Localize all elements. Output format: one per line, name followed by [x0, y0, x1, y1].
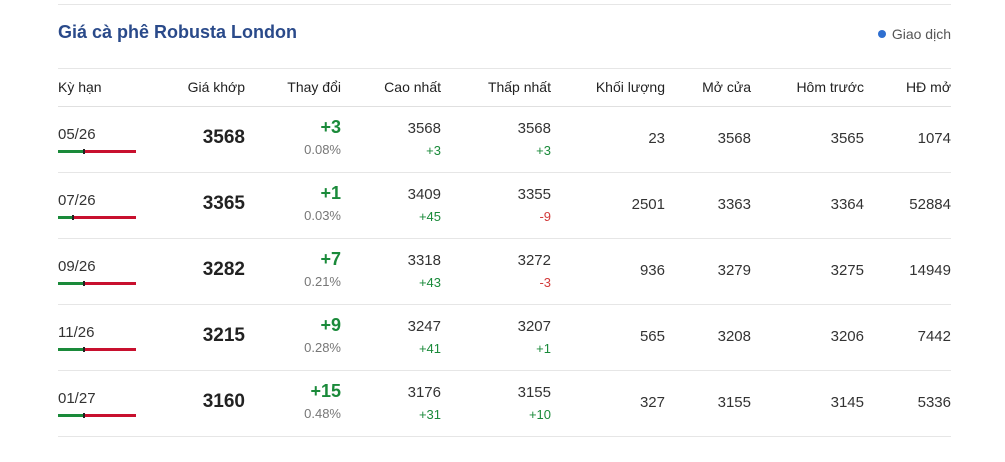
- high-diff-cell: +41: [418, 341, 441, 356]
- open-cell: 3363: [717, 196, 751, 213]
- high-cell: 3318: [407, 252, 441, 269]
- range-bar: [58, 347, 136, 352]
- range-bar-fill: [58, 216, 73, 219]
- price-cell: 3365: [202, 193, 245, 214]
- top-divider: [58, 4, 951, 5]
- prev-close-cell: 3275: [830, 262, 864, 279]
- col-term[interactable]: Kỳ hạn: [58, 79, 102, 95]
- legend[interactable]: Giao dịch: [877, 26, 951, 42]
- high-cell: 3568: [407, 120, 441, 137]
- change-pct-cell: 0.48%: [304, 406, 341, 421]
- high-diff-cell: +43: [418, 275, 441, 290]
- range-bar-fill: [58, 282, 84, 285]
- low-diff-cell: -3: [539, 275, 551, 290]
- open-cell: 3568: [717, 130, 751, 147]
- volume-cell: 936: [639, 262, 665, 279]
- table-row[interactable]: 11/26 3215 +9 0.28% 3247 +41 3207 +1 565…: [58, 305, 951, 371]
- legend-label: Giao dịch: [891, 26, 951, 42]
- term-cell[interactable]: 11/26: [58, 324, 95, 341]
- header-divider: [58, 68, 951, 69]
- range-bar-marker: [82, 413, 85, 418]
- low-diff-cell: +10: [528, 407, 551, 422]
- range-bar-marker: [82, 347, 85, 352]
- price-cell: 3568: [202, 127, 245, 148]
- high-diff-cell: +31: [418, 407, 441, 422]
- table-row[interactable]: 07/26 3365 +1 0.03% 3409 +45 3355 -9 250…: [58, 173, 951, 239]
- low-cell: 3568: [517, 120, 551, 137]
- prev-close-cell: 3206: [830, 328, 864, 345]
- range-bar: [58, 215, 136, 220]
- table-row[interactable]: 05/26 3568 +3 0.08% 3568 +3 3568 +3 23 3…: [58, 107, 951, 173]
- range-bar-fill: [58, 414, 84, 417]
- range-bar-fill: [58, 348, 84, 351]
- prev-close-cell: 3364: [830, 196, 864, 213]
- change-pct-cell: 0.03%: [304, 208, 341, 223]
- term-cell[interactable]: 07/26: [58, 192, 96, 209]
- price-cell: 3282: [202, 259, 245, 280]
- range-bar-marker: [82, 149, 85, 154]
- table-row[interactable]: 09/26 3282 +7 0.21% 3318 +43 3272 -3 936…: [58, 239, 951, 305]
- range-bar: [58, 281, 136, 286]
- low-cell: 3355: [517, 186, 551, 203]
- high-diff-cell: +45: [418, 209, 441, 224]
- open-interest-cell: 1074: [917, 130, 951, 147]
- volume-cell: 2501: [631, 196, 665, 213]
- change-pct-cell: 0.28%: [304, 340, 341, 355]
- widget-header: Giá cà phê Robusta London Giao dịch: [58, 22, 951, 48]
- volume-cell: 327: [639, 394, 665, 411]
- col-price[interactable]: Giá khớp: [187, 79, 245, 95]
- prev-close-cell: 3565: [830, 130, 864, 147]
- range-bar-marker: [82, 281, 85, 286]
- range-bar: [58, 149, 136, 154]
- col-open-interest[interactable]: HĐ mở: [906, 79, 951, 95]
- term-cell[interactable]: 01/27: [58, 390, 96, 407]
- range-bar: [58, 413, 136, 418]
- open-cell: 3155: [717, 394, 751, 411]
- change-pct-cell: 0.21%: [304, 274, 341, 289]
- low-cell: 3272: [517, 252, 551, 269]
- col-low[interactable]: Thấp nhất: [487, 79, 551, 95]
- volume-cell: 23: [648, 130, 665, 147]
- low-diff-cell: +3: [536, 143, 551, 158]
- change-cell: +3: [320, 117, 341, 137]
- col-high[interactable]: Cao nhất: [384, 79, 441, 95]
- range-bar-marker: [71, 215, 74, 220]
- low-cell: 3207: [517, 318, 551, 335]
- col-change[interactable]: Thay đổi: [287, 79, 341, 95]
- dot-icon: [877, 30, 886, 38]
- volume-cell: 565: [639, 328, 665, 345]
- range-bar-fill: [58, 150, 84, 153]
- change-cell: +15: [310, 381, 341, 401]
- change-cell: +7: [320, 249, 341, 269]
- price-cell: 3215: [202, 325, 245, 346]
- low-cell: 3155: [517, 384, 551, 401]
- open-cell: 3279: [717, 262, 751, 279]
- prev-close-cell: 3145: [830, 394, 864, 411]
- high-cell: 3176: [407, 384, 441, 401]
- low-diff-cell: -9: [539, 209, 551, 224]
- open-interest-cell: 52884: [909, 196, 951, 213]
- widget-title: Giá cà phê Robusta London: [58, 22, 298, 42]
- col-prev[interactable]: Hôm trước: [796, 79, 864, 95]
- col-volume[interactable]: Khối lượng: [595, 79, 665, 95]
- open-cell: 3208: [717, 328, 751, 345]
- table-row[interactable]: 01/27 3160 +15 0.48% 3176 +31 3155 +10 3…: [58, 371, 951, 437]
- open-interest-cell: 7442: [917, 328, 951, 345]
- high-diff-cell: +3: [426, 143, 441, 158]
- change-cell: +1: [320, 183, 341, 203]
- high-cell: 3409: [407, 186, 441, 203]
- term-cell[interactable]: 09/26: [58, 258, 96, 275]
- low-diff-cell: +1: [536, 341, 551, 356]
- high-cell: 3247: [407, 318, 441, 335]
- open-interest-cell: 5336: [917, 394, 951, 411]
- change-pct-cell: 0.08%: [304, 142, 341, 157]
- term-cell[interactable]: 05/26: [58, 126, 96, 143]
- table-header: Kỳ hạn Giá khớp Thay đổi Cao nhất Thấp n…: [58, 70, 951, 107]
- change-cell: +9: [320, 315, 341, 335]
- price-cell: 3160: [202, 391, 245, 412]
- col-open[interactable]: Mở cửa: [702, 79, 751, 95]
- open-interest-cell: 14949: [909, 262, 951, 279]
